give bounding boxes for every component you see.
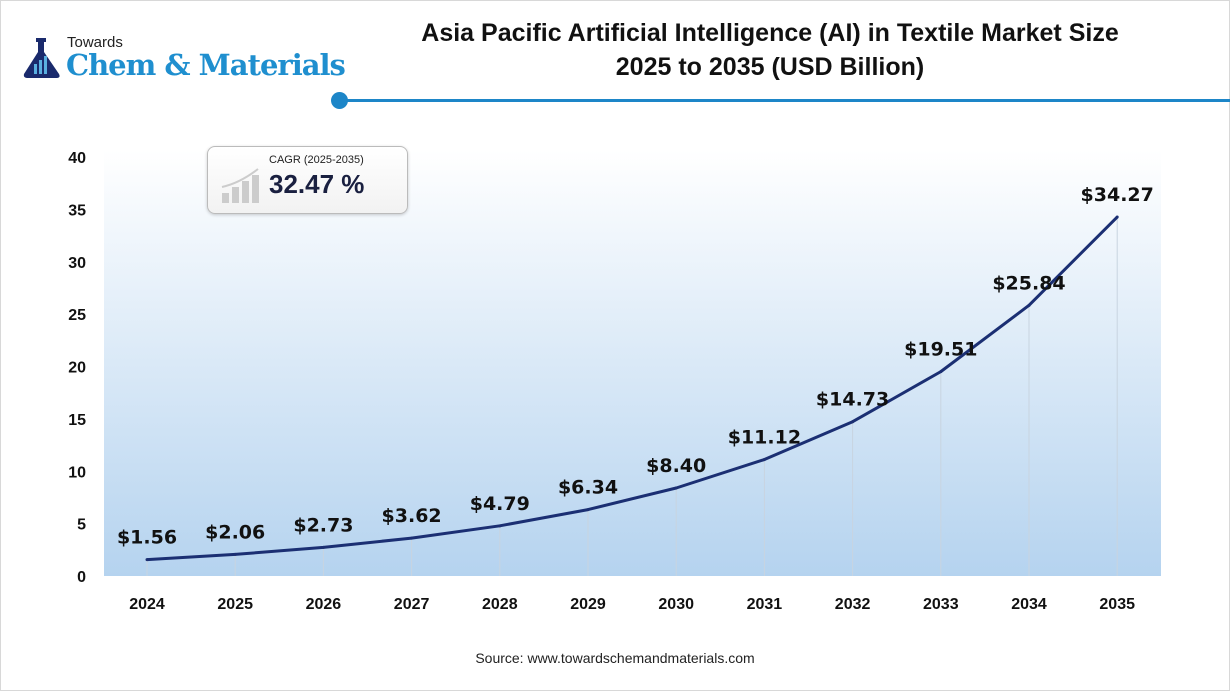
flask-icon [23,38,60,78]
x-tick-label: 2030 [658,596,694,613]
cagr-box: CAGR (2025-2035) 32.47 % [207,146,408,214]
plot-area [104,150,1161,576]
y-tick-label: 30 [68,255,86,272]
x-tick-label: 2033 [923,596,959,613]
y-tick-label: 20 [68,360,86,377]
data-point [233,552,237,556]
x-tick-label: 2032 [835,596,871,613]
y-tick-label: 10 [68,464,86,481]
x-tick-label: 2027 [394,596,430,613]
data-point [939,370,943,374]
title-line-2: 2025 to 2035 (USD Billion) [615,53,925,81]
x-tick-label: 2034 [1011,596,1047,613]
title-line-1: Asia Pacific Artificial Intelligence (AI… [421,19,1119,47]
data-label: $6.34 [558,477,618,499]
data-label: $2.73 [293,514,353,536]
chart-title: Asia Pacific Artificial Intelligence (AI… [340,16,1200,84]
y-tick-label: 0 [77,569,86,586]
y-tick-label: 5 [77,517,86,534]
bar-chart-growth-icon [221,168,259,203]
x-tick-label: 2025 [217,596,253,613]
data-point [762,458,766,462]
title-dot [331,92,348,109]
data-point [586,508,590,512]
y-tick-label: 15 [68,412,86,429]
y-tick-label: 25 [68,307,86,324]
data-label: $19.51 [904,339,977,361]
data-point [1115,215,1119,219]
data-label: $1.56 [117,527,177,549]
x-tick-label: 2035 [1099,596,1135,613]
series-line [146,215,1119,562]
data-point [145,558,149,562]
x-tick-label: 2028 [482,596,518,613]
data-point [410,536,414,540]
data-label: $3.62 [382,505,442,527]
data-label: $34.27 [1081,184,1154,206]
cagr-label: CAGR (2025-2035) [269,154,364,166]
data-label: $25.84 [992,272,1065,294]
source-note: Source: www.towardschemandmaterials.com [475,650,755,666]
data-point [321,545,325,549]
data-label: $2.06 [205,521,265,543]
x-tick-label: 2029 [570,596,606,613]
data-label: $11.12 [728,427,801,449]
data-label: $8.40 [646,455,706,477]
data-label: $14.73 [816,389,889,411]
data-point [1027,303,1031,307]
data-point [498,524,502,528]
x-tick-label: 2024 [129,596,165,613]
logo-towards: Towards [67,34,123,51]
logo-main: Chem & Materials [66,48,346,82]
title-underline [340,99,1230,102]
x-tick-label: 2026 [306,596,342,613]
data-point [851,420,855,424]
data-label: $4.79 [470,493,530,515]
y-tick-label: 35 [68,202,86,219]
y-tick-label: 40 [68,150,86,167]
cagr-value: 32.47 % [269,169,365,199]
data-point [674,486,678,490]
x-tick-label: 2031 [747,596,783,613]
